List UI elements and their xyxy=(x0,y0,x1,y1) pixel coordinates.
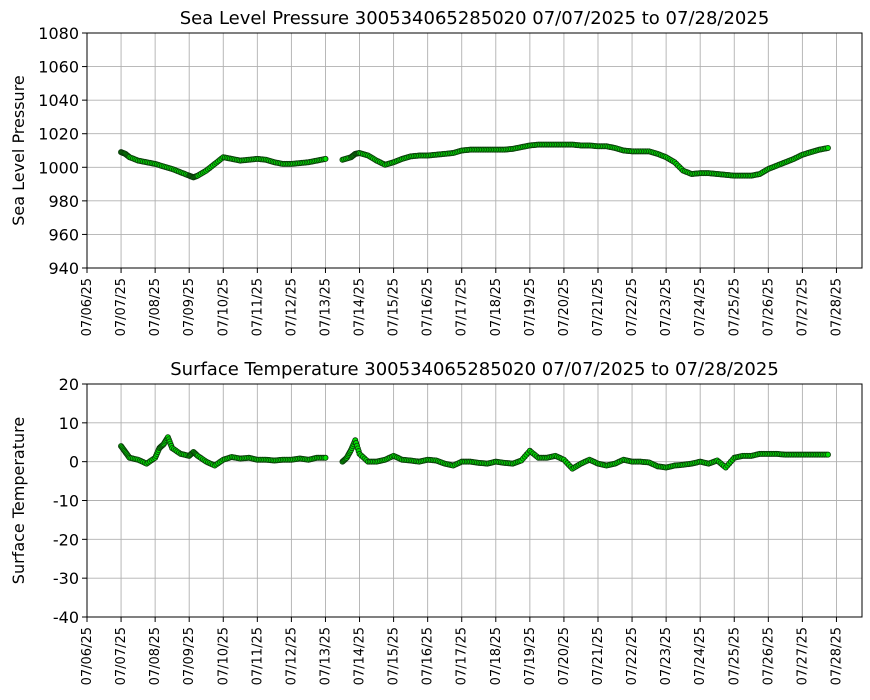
x-tick-label: 07/18/25 xyxy=(489,627,504,685)
y-tick-label: 10 xyxy=(59,414,79,433)
x-tick-label: 07/12/25 xyxy=(284,627,299,685)
data-points xyxy=(118,434,831,472)
y-tick-label: -40 xyxy=(53,608,79,627)
sea-level-pressure-chart: Sea Level Pressure 300534065285020 07/07… xyxy=(9,8,863,336)
x-tick-label: 07/22/25 xyxy=(625,627,640,685)
y-tick-label: -20 xyxy=(53,530,79,549)
x-tick-label: 07/09/25 xyxy=(182,627,197,685)
y-ticks: -40 -30 -20 -10 0 10 20 xyxy=(53,375,87,627)
y-axis-label: Surface Temperature xyxy=(9,417,28,584)
y-tick-label: 1040 xyxy=(38,91,79,110)
y-axis-label: Sea Level Pressure xyxy=(9,75,28,226)
data-point xyxy=(824,451,831,458)
x-tick-label: 07/24/25 xyxy=(693,627,708,685)
y-tick-label: 980 xyxy=(48,192,79,211)
x-ticks: 07/06/25 07/07/25 07/08/25 07/09/25 07/10/25… xyxy=(80,268,844,336)
x-tick-label: 07/26/25 xyxy=(761,627,776,685)
y-ticks: 940 960 980 1000 1020 1040 1060 1080 xyxy=(38,24,87,278)
x-tick-label: 07/27/25 xyxy=(795,278,810,336)
data-point xyxy=(322,454,329,461)
x-tick-label: 07/18/25 xyxy=(489,278,504,336)
x-tick-label: 07/14/25 xyxy=(353,627,368,685)
x-tick-label: 07/12/25 xyxy=(284,278,299,336)
grid xyxy=(86,383,862,618)
y-tick-label: 0 xyxy=(69,453,79,472)
x-tick-label: 07/06/25 xyxy=(80,627,95,685)
x-tick-label: 07/16/25 xyxy=(421,278,436,336)
x-tick-label: 07/06/25 xyxy=(80,278,95,336)
surface-temperature-chart: Surface Temperature 300534065285020 07/0… xyxy=(9,359,863,685)
x-tick-label: 07/16/25 xyxy=(421,627,436,685)
x-tick-label: 07/19/25 xyxy=(523,278,538,336)
x-tick-label: 07/08/25 xyxy=(148,627,163,685)
y-tick-label: 1020 xyxy=(38,125,79,144)
x-tick-label: 07/20/25 xyxy=(557,278,572,336)
y-tick-label: 1000 xyxy=(38,158,79,177)
x-tick-label: 07/23/25 xyxy=(659,627,674,685)
x-tick-label: 07/17/25 xyxy=(455,627,470,685)
x-tick-label: 07/20/25 xyxy=(557,627,572,685)
x-tick-label: 07/26/25 xyxy=(761,278,776,336)
y-tick-label: -10 xyxy=(53,492,79,511)
x-tick-label: 07/17/25 xyxy=(455,278,470,336)
x-tick-label: 07/21/25 xyxy=(591,278,606,336)
data-points xyxy=(118,141,831,181)
x-tick-label: 07/24/25 xyxy=(693,278,708,336)
y-tick-label: 940 xyxy=(48,259,79,278)
x-tick-label: 07/10/25 xyxy=(216,627,231,685)
x-tick-label: 07/09/25 xyxy=(182,278,197,336)
x-tick-label: 07/13/25 xyxy=(318,278,333,336)
x-tick-label: 07/11/25 xyxy=(250,627,265,685)
y-tick-label: 960 xyxy=(48,225,79,244)
y-tick-label: 1060 xyxy=(38,58,79,77)
x-tick-label: 07/07/25 xyxy=(114,278,129,336)
x-tick-label: 07/21/25 xyxy=(591,627,606,685)
x-tick-label: 07/28/25 xyxy=(829,278,844,336)
x-tick-label: 07/19/25 xyxy=(523,627,538,685)
x-tick-label: 07/07/25 xyxy=(114,627,129,685)
x-tick-label: 07/28/25 xyxy=(829,627,844,685)
x-tick-label: 07/15/25 xyxy=(387,278,402,336)
data-point xyxy=(824,144,831,151)
x-tick-label: 07/10/25 xyxy=(216,278,231,336)
x-tick-label: 07/11/25 xyxy=(250,278,265,336)
y-tick-label: -30 xyxy=(53,569,79,588)
x-tick-label: 07/15/25 xyxy=(387,627,402,685)
x-tick-label: 07/25/25 xyxy=(727,278,742,336)
x-ticks: 07/06/25 07/07/25 07/08/25 07/09/25 07/10/25… xyxy=(80,617,844,685)
y-tick-label: 20 xyxy=(59,375,79,394)
x-tick-label: 07/08/25 xyxy=(148,278,163,336)
y-tick-label: 1080 xyxy=(38,24,79,43)
x-tick-label: 07/25/25 xyxy=(727,627,742,685)
plot-frame xyxy=(86,32,863,269)
x-tick-label: 07/27/25 xyxy=(795,627,810,685)
x-tick-label: 07/22/25 xyxy=(625,278,640,336)
x-tick-label: 07/23/25 xyxy=(659,278,674,336)
x-tick-label: 07/13/25 xyxy=(318,627,333,685)
x-tick-label: 07/14/25 xyxy=(353,278,368,336)
chart-title: Sea Level Pressure 300534065285020 07/07… xyxy=(180,8,770,29)
chart-title: Surface Temperature 300534065285020 07/0… xyxy=(170,359,779,380)
data-point xyxy=(322,155,329,162)
